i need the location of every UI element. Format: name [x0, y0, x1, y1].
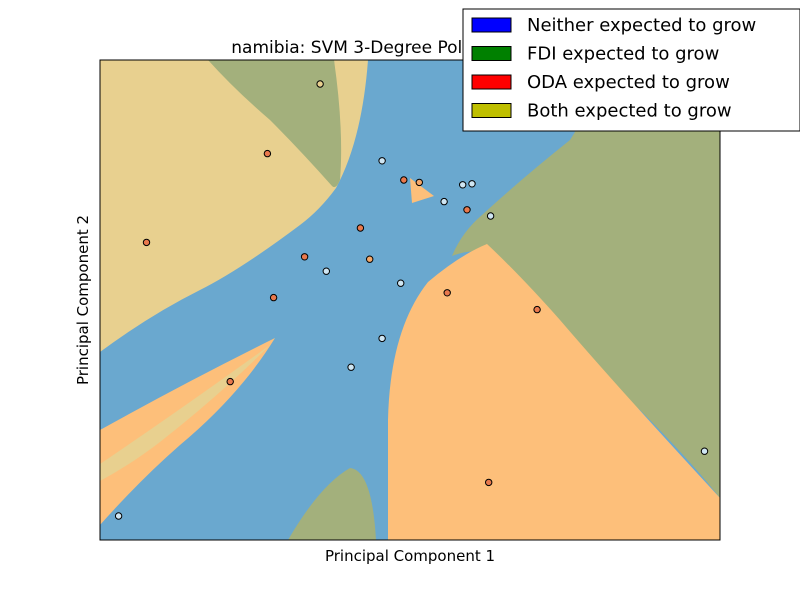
data-point-neither [322, 267, 330, 275]
region-oda-bottom-right [388, 244, 720, 540]
data-point-oda [533, 305, 541, 314]
legend-swatch [471, 46, 512, 61]
data-point-neither [347, 363, 355, 371]
data-point-neither [397, 279, 405, 287]
data-point-oda [463, 206, 471, 214]
plot-frame [99, 59, 721, 541]
legend-swatch [471, 74, 512, 90]
data-point-oda [300, 253, 309, 261]
legend-label: FDI expected to grow [527, 44, 719, 65]
region-fdi-top [208, 60, 342, 188]
data-point-neither [459, 181, 467, 189]
data-point-neither [378, 334, 386, 343]
x-axis-label: Principal Component 1 [325, 547, 495, 565]
region-fdi-right [452, 60, 720, 498]
data-point-neither [378, 157, 386, 165]
data-point-both [316, 80, 324, 88]
region-both-top-left [100, 60, 368, 352]
region-both-wedge-left [100, 345, 270, 481]
data-point-oda [356, 224, 365, 232]
data-point-neither [440, 197, 448, 206]
data-point-neither [468, 180, 476, 188]
data-point-oda [485, 478, 493, 487]
data-point-neither [114, 512, 123, 520]
data-point-oda [443, 289, 451, 297]
data-point-neither [486, 212, 495, 220]
legend-swatch [471, 17, 512, 33]
data-point-oda [269, 293, 278, 302]
legend-swatch [471, 103, 512, 118]
scatter-points [114, 80, 709, 520]
data-point-oda [263, 149, 272, 158]
region-fdi-bottom [288, 468, 376, 540]
legend-label: ODA expected to grow [527, 72, 730, 93]
legend-box [462, 8, 800, 132]
data-point-oda [142, 238, 151, 247]
decision-regions [100, 60, 720, 540]
data-point-oda [226, 377, 234, 386]
region-oda-small-triangle [410, 178, 434, 203]
data-point-neither [700, 447, 709, 455]
y-axis-label: Principal Component 2 [74, 215, 92, 385]
data-point-oda_light [415, 178, 423, 187]
legend: Neither expected to grow FDI expected to … [462, 8, 800, 132]
legend-label: Neither expected to grow [527, 15, 756, 36]
data-point-oda_light [366, 255, 374, 263]
data-point-oda [400, 176, 408, 184]
legend-label: Both expected to grow [527, 101, 732, 122]
